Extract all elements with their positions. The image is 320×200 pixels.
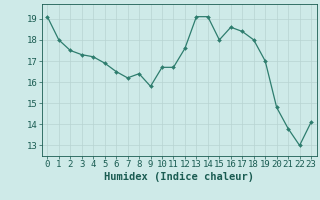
X-axis label: Humidex (Indice chaleur): Humidex (Indice chaleur) <box>104 172 254 182</box>
